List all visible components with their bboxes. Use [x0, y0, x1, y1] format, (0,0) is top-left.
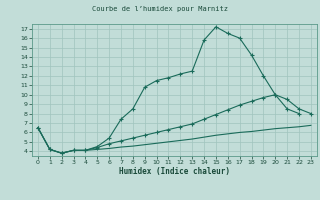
X-axis label: Humidex (Indice chaleur): Humidex (Indice chaleur) [119, 167, 230, 176]
Text: Courbe de l’humidex pour Marnitz: Courbe de l’humidex pour Marnitz [92, 6, 228, 12]
